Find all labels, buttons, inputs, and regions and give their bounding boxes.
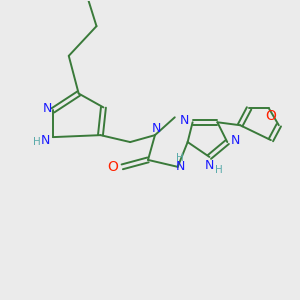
Text: N: N (40, 134, 50, 147)
Text: H: H (33, 137, 41, 147)
Text: H: H (176, 153, 184, 163)
Text: O: O (107, 160, 118, 174)
Text: N: N (230, 134, 240, 147)
Text: N: N (180, 114, 189, 127)
Text: N: N (205, 159, 214, 172)
Text: H: H (215, 165, 223, 175)
Text: N: N (152, 122, 162, 135)
Text: N: N (42, 102, 52, 115)
Text: N: N (176, 160, 185, 173)
Text: O: O (266, 109, 276, 123)
